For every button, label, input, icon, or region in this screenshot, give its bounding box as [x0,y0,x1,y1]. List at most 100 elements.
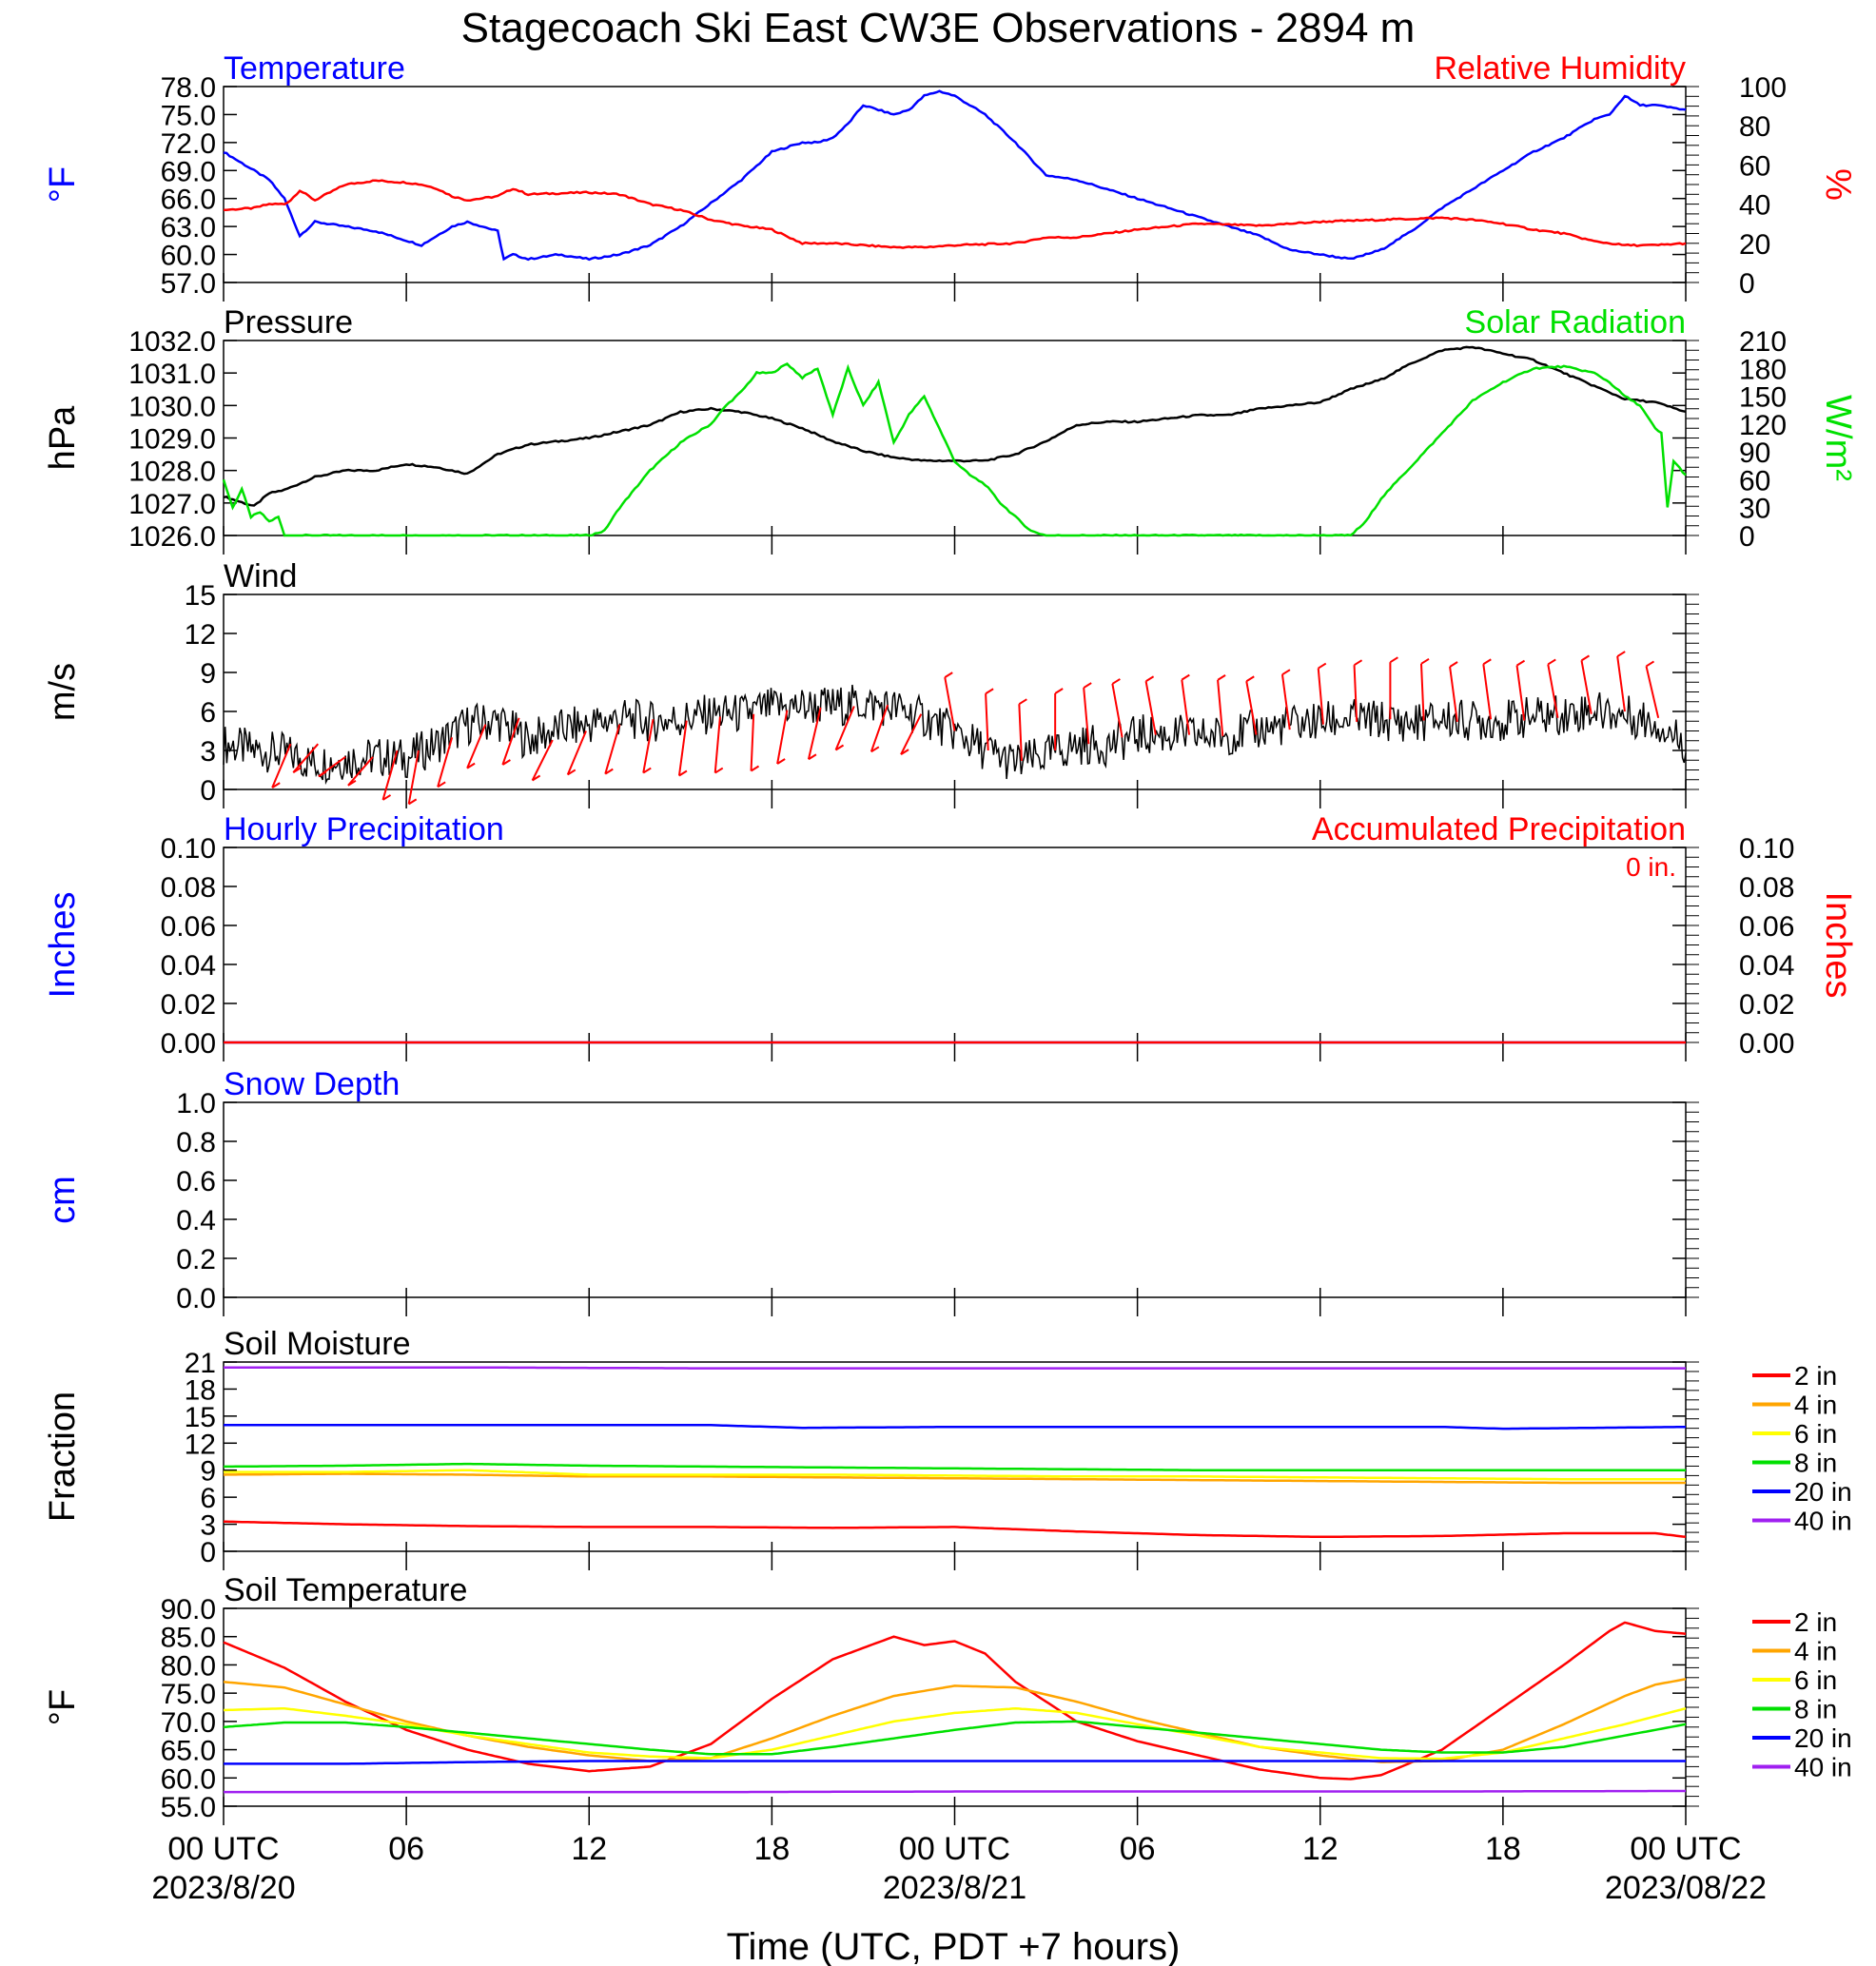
wind-barb-flag [678,769,688,777]
wind-barb-flag [870,746,880,753]
y-tick-label-left: 0.10 [161,833,216,865]
y-tick-label-right: 120 [1739,410,1787,441]
series-solar-radiation [222,361,1687,537]
panel-temp_rh: Temperature Relative Humidity 57.060.063.0… [43,50,1858,302]
wind-barb [1515,665,1526,721]
y-axis-label-right: % [1818,168,1858,201]
wind-barb [1111,683,1124,738]
wind-barb-flag [1111,678,1121,685]
y-tick-label-left: 3 [200,736,216,768]
panel-pressure_solar: Pressure Solar Radiation 1026.01027.01028.… [43,304,1858,555]
wind-barb [750,713,755,771]
wind-barb-flag [1217,674,1226,681]
wind-barb-flag [1145,675,1155,683]
panel-frame [223,1361,1687,1552]
x-tick-label: 00 UTC [899,1831,1010,1867]
panel-title-right: Accumulated Precipitation [1312,811,1686,847]
y-tick-label-right: 0.10 [1739,833,1794,865]
wind-barb [381,749,399,801]
y-tick-label-left: 75.0 [161,1679,216,1710]
y-tick-label-left: 85.0 [161,1623,216,1654]
y-axis-label-left: cm [43,1176,83,1224]
legend-label: 6 in [1794,1419,1837,1449]
x-tick-label: 00 UTC [1630,1831,1741,1867]
y-tick-label-right: 0.06 [1739,911,1794,943]
y-axis-label-left: °F [43,166,83,203]
wind-barb [604,724,621,774]
x-tick-label: 12 [1302,1831,1339,1867]
series-8-in [224,1462,1686,1471]
series-2-in [223,1520,1687,1539]
wind-barb-flag [1616,651,1626,657]
y-tick-label-left: 0.02 [161,989,216,1021]
panel-snow: Snow Depth 0.0 0.2 0.4 0.6 0.8 1.0 cm [43,1066,1699,1316]
x-tick-label: 06 [388,1831,424,1867]
wind-barb [642,719,655,773]
wind-barb [944,676,956,731]
wind-barb [566,730,587,775]
wind-barb [776,710,789,765]
wind-barb-flag [944,672,953,678]
y-tick-label-left: 0.2 [176,1244,216,1275]
y-tick-label-left: 57.0 [161,268,216,300]
x-tick-label: 12 [571,1831,607,1867]
wind-barb [466,724,487,769]
chart-title: Stagecoach Ski East CW3E Observations - … [461,5,1416,51]
wind-barb-flag [466,762,476,769]
wind-barb-flag [1354,659,1363,667]
wind-barb [807,707,822,760]
wind-barb-flag [642,767,652,774]
series-6-in [223,1706,1687,1761]
y-tick-label-left: 18 [185,1374,216,1406]
y-tick-label-right: 100 [1739,72,1787,104]
y-tick-label-left: 70.0 [161,1707,216,1739]
y-tick-label-left: 0.8 [176,1127,216,1158]
wind-barb-flag [1054,688,1064,694]
wind-barb [1449,666,1458,723]
y-axis-label-left: °F [43,1689,83,1725]
legend-label: 40 in [1794,1753,1852,1782]
series-2-in [223,1621,1687,1781]
y-tick-label-left: 60.0 [161,241,216,272]
y-tick-label-left: 80.0 [161,1650,216,1682]
series-temperature [223,89,1687,262]
x-tick-date: 2023/8/20 [151,1870,295,1906]
y-tick-label-left: 0.4 [176,1205,216,1236]
panel-frame [223,340,1687,536]
panel-title-left: Snow Depth [224,1066,400,1102]
y-tick-label-left: 0 [200,1537,216,1568]
wind-barb [501,717,520,766]
wind-barb [1482,664,1493,720]
y-tick-label-right: 150 [1739,382,1787,414]
wind-barb [1217,679,1224,737]
x-tick-date: 2023/08/22 [1605,1870,1767,1906]
series-8-in [223,1720,1687,1756]
wind-barb-flag [776,758,786,765]
panel-frame [223,847,1687,1043]
y-tick-label-left: 1032.0 [128,326,216,358]
wind-barb-flag [292,767,302,774]
wind-barb [1420,663,1425,721]
series-pressure [223,345,1687,507]
y-tick-label-left: 6 [200,1483,216,1514]
panel-soil_temp: Soil Temperature 55.060.065.070.075.080.0… [43,1572,1852,1825]
y-tick-label-right: 0 [1739,268,1755,300]
y-axis-label-right: W/m² [1818,395,1858,481]
x-tick-date: 2023/8/21 [883,1870,1026,1906]
legend-label: 20 in [1794,1723,1852,1753]
wind-barb [1616,655,1626,712]
wind-barb [1181,679,1191,735]
wind-barb [713,716,721,773]
wind-barb-flag [604,768,614,775]
y-tick-label-right: 60 [1739,150,1770,182]
wind-barb-flag [567,769,576,776]
y-axis-label-right: Inches [1818,892,1858,999]
legend-label: 4 in [1794,1391,1837,1420]
y-tick-label-left: 60.0 [161,1763,216,1795]
panel-title-left: Soil Moisture [224,1326,411,1362]
panel-frame [223,1607,1687,1807]
wind-barb [271,743,292,788]
legend-label: 20 in [1794,1477,1852,1507]
panel-title-left: Temperature [224,50,405,87]
